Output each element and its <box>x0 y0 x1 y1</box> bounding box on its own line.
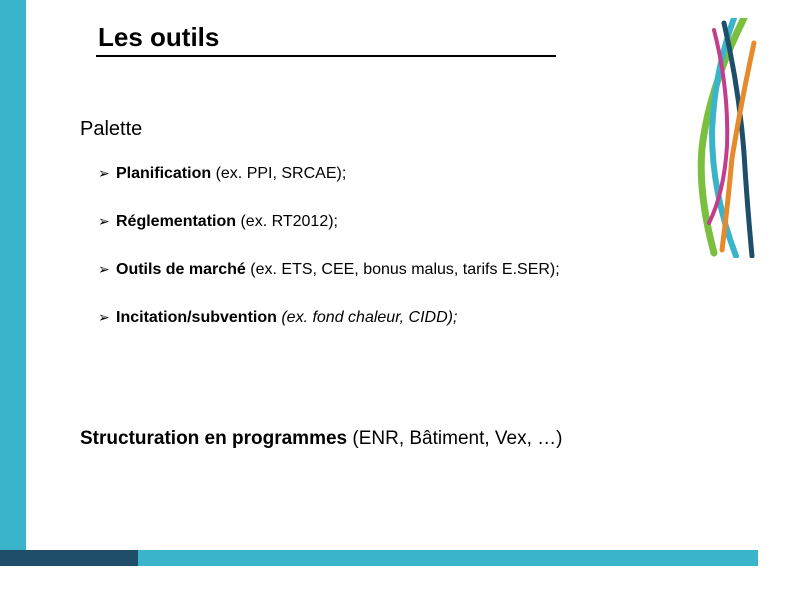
title-underline <box>96 55 556 57</box>
subtitle: Palette <box>80 118 142 141</box>
bullet-item: ➢ Réglementation (ex. RT2012); <box>98 213 698 231</box>
bullet-rest: (ex. PPI, SRCAE); <box>211 165 346 182</box>
slide-title: Les outils <box>98 22 219 53</box>
chevron-icon: ➢ <box>98 309 110 326</box>
decorative-curves <box>684 18 774 258</box>
bullet-rest: (ex. fond chaleur, CIDD); <box>277 309 458 326</box>
chevron-icon: ➢ <box>98 165 110 182</box>
bullet-list: ➢ Planification (ex. PPI, SRCAE); ➢ Régl… <box>98 165 698 357</box>
bottom-accent-bar <box>0 550 758 566</box>
bullet-bold: Outils de marché <box>116 261 246 278</box>
bullet-bold: Réglementation <box>116 213 236 230</box>
bullet-item: ➢ Incitation/subvention (ex. fond chaleu… <box>98 309 698 327</box>
bullet-bold: Planification <box>116 165 211 182</box>
bullet-rest: (ex. RT2012); <box>236 213 338 230</box>
chevron-icon: ➢ <box>98 213 110 230</box>
footer-bold: Structuration en programmes <box>80 428 347 449</box>
chevron-icon: ➢ <box>98 261 110 278</box>
left-accent-bar <box>0 0 26 555</box>
bullet-bold: Incitation/subvention <box>116 309 277 326</box>
footer-line: Structuration en programmes (ENR, Bâtime… <box>80 428 563 450</box>
bullet-item: ➢ Planification (ex. PPI, SRCAE); <box>98 165 698 183</box>
bullet-rest: (ex. ETS, CEE, bonus malus, tarifs E.SER… <box>246 261 560 278</box>
bullet-item: ➢ Outils de marché (ex. ETS, CEE, bonus … <box>98 261 698 279</box>
footer-rest: (ENR, Bâtiment, Vex, …) <box>347 428 562 449</box>
